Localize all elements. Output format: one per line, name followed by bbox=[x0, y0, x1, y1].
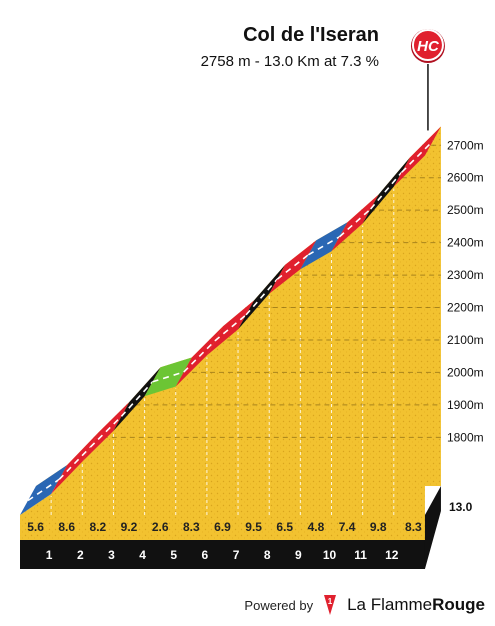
gradient-label: 8.6 bbox=[58, 520, 75, 534]
km-tick-label: 6 bbox=[202, 548, 209, 562]
powered-by-label: Powered by bbox=[244, 597, 314, 613]
road-centerline bbox=[245, 278, 278, 316]
elevation-tick-label: 2200m bbox=[447, 301, 484, 315]
km-tick-label: 10 bbox=[323, 548, 337, 562]
road-centerline bbox=[370, 171, 403, 210]
km-tick-label: 2 bbox=[77, 548, 84, 562]
road-centerline bbox=[120, 381, 154, 417]
road-centerline bbox=[214, 314, 247, 342]
elevation-tick-label: 2100m bbox=[447, 333, 484, 347]
elevation-tick-label: 1800m bbox=[447, 430, 484, 444]
elevation-tick-label: 2400m bbox=[447, 236, 484, 250]
gradient-label: 8.3 bbox=[183, 520, 200, 534]
brand-name[interactable]: La FlammeRouge bbox=[347, 595, 485, 615]
km-tick-label: 4 bbox=[139, 548, 146, 562]
footer: Powered by 1 La FlammeRouge bbox=[244, 594, 485, 616]
elevation-tick-label: 2600m bbox=[447, 171, 484, 185]
gradient-segment bbox=[206, 300, 255, 356]
hc-badge-label: HC bbox=[417, 38, 440, 55]
gradient-label: 5.6 bbox=[27, 520, 44, 534]
flame-logo-icon: 1 bbox=[324, 595, 337, 615]
gradient-label: 7.4 bbox=[339, 520, 356, 534]
gradient-label: 2.6 bbox=[152, 520, 169, 534]
hc-badge bbox=[411, 29, 444, 61]
page-title: Col de l'Iseran bbox=[243, 24, 379, 46]
gradient-segment bbox=[269, 240, 317, 294]
gradient-label: 4.8 bbox=[308, 520, 325, 534]
gradient-segment bbox=[82, 401, 130, 462]
elevation-tick-label: 1900m bbox=[447, 398, 484, 412]
gradient-label: 9.8 bbox=[370, 520, 387, 534]
gradient-label: 6.5 bbox=[276, 520, 293, 534]
gradient-label: 8.3 bbox=[405, 520, 422, 534]
climb-summary: 2758 m - 13.0 Km at 7.3 % bbox=[200, 53, 379, 70]
road-centerline bbox=[307, 236, 340, 256]
gradient-label: 9.2 bbox=[121, 520, 138, 534]
gradient-label: 9.5 bbox=[245, 520, 262, 534]
logo-mark: 1 bbox=[328, 597, 333, 606]
km-tick-label: 9 bbox=[295, 548, 302, 562]
road-centerline bbox=[152, 371, 184, 383]
gradient-segment bbox=[300, 222, 348, 270]
gradient-label: 8.2 bbox=[90, 520, 107, 534]
km-number-band bbox=[20, 540, 425, 569]
elevation-tick-label: 2000m bbox=[447, 365, 484, 379]
road-centerline bbox=[338, 208, 372, 238]
elevation-tick-label: 2500m bbox=[447, 203, 484, 217]
brand-suffix: Rouge bbox=[432, 595, 485, 614]
gradient-segment bbox=[331, 194, 379, 252]
km-tick-label: 1 bbox=[46, 548, 53, 562]
km-tick-label: 7 bbox=[233, 548, 240, 562]
mountain-front bbox=[20, 155, 425, 516]
km-tick-label: 12 bbox=[385, 548, 399, 562]
km-tick-label: 5 bbox=[170, 548, 177, 562]
distance-end-label: 13.0 bbox=[449, 500, 473, 514]
gradient-segment bbox=[20, 464, 68, 515]
elevation-tick-label: 2700m bbox=[447, 138, 484, 152]
brand-prefix: La Flamme bbox=[347, 595, 433, 614]
gradient-label-strip bbox=[20, 515, 425, 540]
road-centerline bbox=[58, 446, 91, 481]
road-centerline bbox=[183, 340, 216, 373]
road-centerline bbox=[89, 415, 123, 448]
gradient-label: 6.9 bbox=[214, 520, 231, 534]
km-tick-label: 8 bbox=[264, 548, 271, 562]
road-centerline bbox=[401, 140, 434, 173]
km-tick-label: 3 bbox=[108, 548, 115, 562]
km-tick-label: 11 bbox=[354, 548, 367, 562]
elevation-tick-label: 2300m bbox=[447, 268, 484, 282]
